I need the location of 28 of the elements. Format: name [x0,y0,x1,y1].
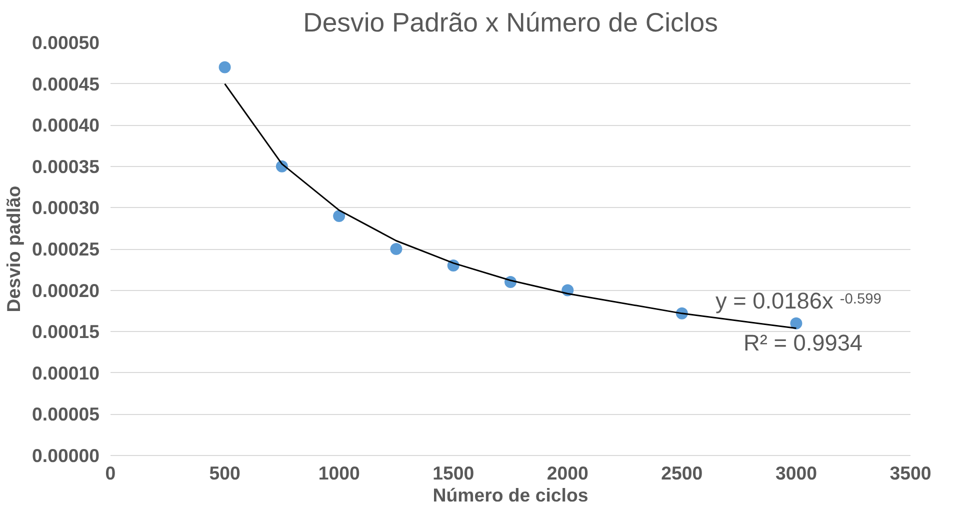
point [333,210,346,222]
y-tick-label: 0.00040 [32,114,100,136]
x-tick-label: 0 [105,462,116,484]
x-tick-label: 3500 [890,462,932,484]
chart-title: Desvio Padrão x Número de Ciclos [303,8,718,38]
y-tick-label: 0.00045 [32,73,100,94]
y-tick-label: 0.00000 [32,445,100,466]
y-tick-label: 0.00015 [32,321,100,342]
y-tick-label: 0.00025 [32,238,100,260]
y-tick-label: 0.00030 [32,197,100,218]
y-tick-label: 0.00035 [32,156,100,177]
point [790,317,802,330]
x-tick-label: 2500 [661,462,703,484]
x-tick-label: 2000 [546,462,588,484]
y-tick-label: 0.00005 [32,404,100,425]
x-tick-label: 3000 [775,462,817,484]
y-tick-label: 0.00010 [32,362,100,384]
x-axis-title: Número de ciclos [432,484,588,506]
x-tick-label: 1500 [432,462,474,484]
point [390,243,402,255]
annotation: R² = 0.9934 [744,330,863,356]
annotation: y = 0.0186x-0.599 [716,288,882,314]
x-tick-label: 1000 [318,462,360,484]
y-axis-title: Desvio padlão [3,186,24,312]
y-tick-label: 0.00050 [32,32,100,53]
x-tick-label: 500 [209,462,240,484]
point [218,61,231,74]
y-tick-label: 0.00020 [32,280,100,301]
